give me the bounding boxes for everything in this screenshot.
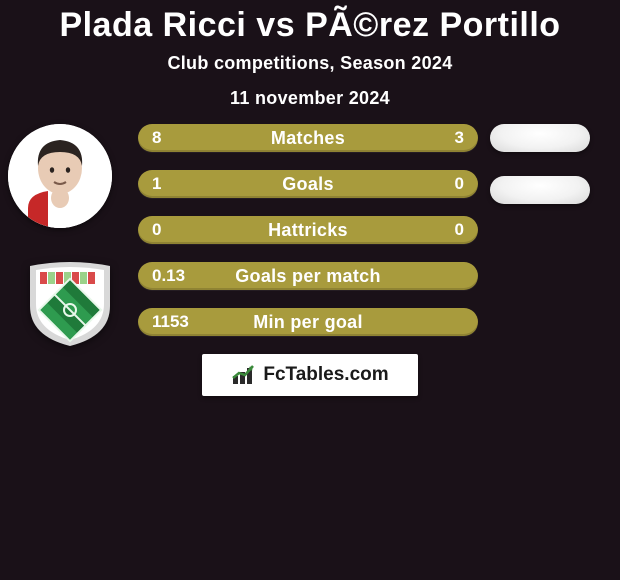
stat-right-value: 0 [455, 216, 464, 244]
stat-left-value: 0 [152, 216, 161, 244]
stat-left-value: 1153 [152, 308, 189, 336]
stat-label: Min per goal [253, 312, 363, 333]
stat-label: Matches [271, 128, 345, 149]
pill-matches [490, 124, 590, 152]
fctables-logo: FcTables.com [202, 354, 418, 396]
comparison-date: 11 november 2024 [0, 88, 620, 109]
stats-container: 8 Matches 3 1 Goals 0 0 Hattricks 0 0.13… [138, 124, 478, 354]
stat-label: Goals [282, 174, 334, 195]
fctables-chart-icon [231, 364, 257, 386]
player-avatar [8, 124, 112, 228]
comparison-subtitle: Club competitions, Season 2024 [0, 53, 620, 74]
stat-row-matches: 8 Matches 3 [138, 124, 478, 152]
stat-label: Hattricks [268, 220, 348, 241]
stat-label: Goals per match [235, 266, 381, 287]
pill-goals [490, 176, 590, 204]
fctables-logo-text: FcTables.com [263, 364, 388, 386]
stat-right-value: 3 [455, 124, 464, 152]
stat-row-min-per-goal: 1153 Min per goal [138, 308, 478, 336]
stat-row-hattricks: 0 Hattricks 0 [138, 216, 478, 244]
stat-row-goals-per-match: 0.13 Goals per match [138, 262, 478, 290]
stat-right-value: 0 [455, 170, 464, 198]
comparison-title: Plada Ricci vs PÃ©rez Portillo [0, 0, 620, 45]
stat-left-value: 8 [152, 124, 161, 152]
stat-left-value: 1 [152, 170, 161, 198]
club-badge [18, 258, 122, 348]
player-avatar-svg [8, 124, 112, 228]
stat-left-value: 0.13 [152, 262, 185, 290]
stat-row-goals: 1 Goals 0 [138, 170, 478, 198]
club-badge-svg [18, 258, 122, 348]
